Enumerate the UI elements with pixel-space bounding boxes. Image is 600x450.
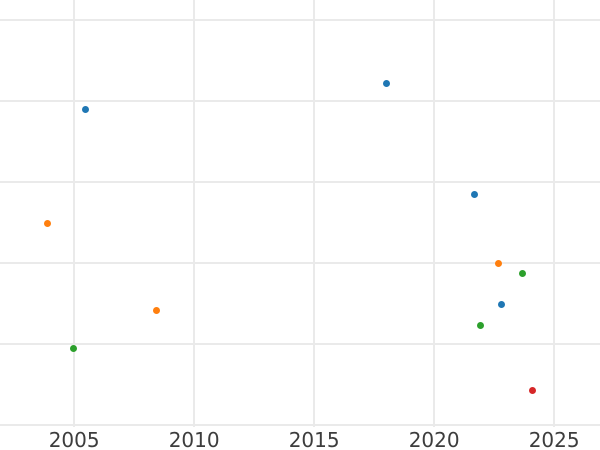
scatter-point-red [529, 387, 537, 395]
scatter-point-blue [82, 105, 90, 113]
x-tick-label: 2005 [48, 428, 100, 450]
gridline-horizontal [0, 261, 600, 264]
scatter-point-orange [44, 219, 52, 227]
gridline-horizontal [0, 19, 600, 21]
gridline-horizontal [0, 342, 600, 345]
gridline-horizontal [0, 423, 600, 426]
scatter-point-orange [152, 307, 160, 315]
gridline-vertical [433, 0, 436, 427]
gridline-vertical [313, 0, 316, 427]
scatter-point-orange [494, 260, 502, 268]
x-tick-label: 2025 [528, 428, 580, 450]
gridline-horizontal [0, 99, 600, 102]
gridline-vertical [553, 0, 556, 427]
scatter-point-blue [470, 191, 478, 199]
x-tick-label: 2020 [408, 428, 460, 450]
x-tick-label: 2015 [288, 428, 340, 450]
scatter-point-green [519, 270, 527, 277]
x-tick-label: 2010 [168, 428, 220, 450]
gridline-horizontal [0, 180, 600, 183]
scatter-point-blue [383, 80, 391, 88]
scatter-point-green [477, 321, 485, 329]
gridline-vertical [193, 0, 196, 427]
gridline-vertical [73, 0, 76, 427]
scatter-point-blue [497, 300, 505, 308]
scatter-point-green [70, 344, 78, 352]
